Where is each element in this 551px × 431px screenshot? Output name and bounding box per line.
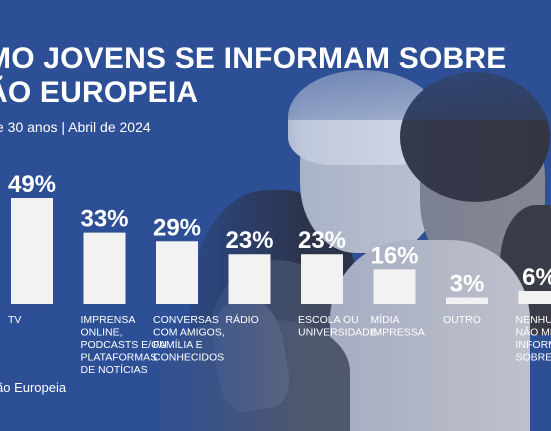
- category-label-line: CONHECIDOS: [153, 352, 224, 364]
- category-label-line: CONVERSAS: [153, 314, 219, 326]
- category-label-line: NENHUM,: [516, 314, 551, 326]
- category-label-7: NENHUM,NÃO MEINFORMOSOBRE A UE: [516, 314, 551, 364]
- source-note: ão Europeia: [0, 380, 67, 395]
- value-label-0: 49%: [8, 171, 56, 198]
- category-label-line: PODCASTS E/OU: [81, 339, 167, 351]
- category-label-4: ESCOLA OU UNIVERSIDADE: [298, 314, 377, 339]
- category-label-2: CONVERSAS COM AMIGOS, FAMÍLIA E CONHECIDOS: [153, 314, 225, 364]
- value-label-3: 23%: [225, 227, 273, 254]
- bar-0: [11, 198, 53, 304]
- category-label-line: MÍDIA: [371, 313, 400, 326]
- category-label-line: ONLINE,: [81, 327, 123, 339]
- value-label-4: 23%: [298, 227, 346, 254]
- value-label-5: 16%: [370, 242, 418, 269]
- bar-3: [228, 254, 271, 304]
- value-label-7: 6%: [522, 264, 551, 291]
- bar-5: [373, 269, 416, 304]
- category-label-line: IMPRESSA: [371, 327, 425, 339]
- title-line-2: ÃO EUROPEIA: [0, 76, 199, 109]
- category-label-line: PLATAFORMAS: [81, 352, 158, 364]
- bar-2: [156, 241, 198, 304]
- value-label-6: 3%: [450, 271, 485, 298]
- category-label-line: RÁDIO: [226, 313, 259, 326]
- value-label-1: 33%: [80, 206, 128, 233]
- bar-6: [446, 297, 488, 304]
- category-label-line: FAMÍLIA E: [153, 338, 203, 351]
- category-label-line: DE NOTÍCIAS: [81, 363, 148, 376]
- category-label-line: IMPRENSA: [81, 314, 136, 326]
- bar-4: [301, 254, 343, 304]
- title-line-1: MO JOVENS SE INFORMAM SOBRE: [0, 42, 507, 75]
- category-label-1: IMPRENSA ONLINE, PODCASTS E/OU PLATAFORMAS D…: [81, 314, 167, 376]
- category-label-line: ESCOLA OU: [298, 314, 359, 326]
- category-label-6: OUTRO: [443, 314, 481, 326]
- value-label-2: 29%: [153, 214, 201, 241]
- category-label-line: COM AMIGOS,: [153, 327, 225, 339]
- category-label-0: TV: [8, 314, 21, 326]
- chart-subtitle: e 30 anos | Abril de 2024: [0, 119, 151, 135]
- category-label-line: NÃO ME: [516, 326, 551, 339]
- category-label-line: SOBRE A UE: [516, 352, 551, 364]
- category-label-line: INFORMO: [516, 339, 551, 351]
- category-label-line: OUTRO: [443, 314, 481, 326]
- category-label-3: RÁDIO: [226, 313, 259, 326]
- bar-7: [518, 291, 551, 304]
- category-label-line: TV: [8, 314, 21, 326]
- category-label-5: MÍDIA IMPRESSA: [371, 313, 425, 339]
- bar-1: [83, 232, 126, 304]
- category-label-line: UNIVERSIDADE: [298, 327, 377, 339]
